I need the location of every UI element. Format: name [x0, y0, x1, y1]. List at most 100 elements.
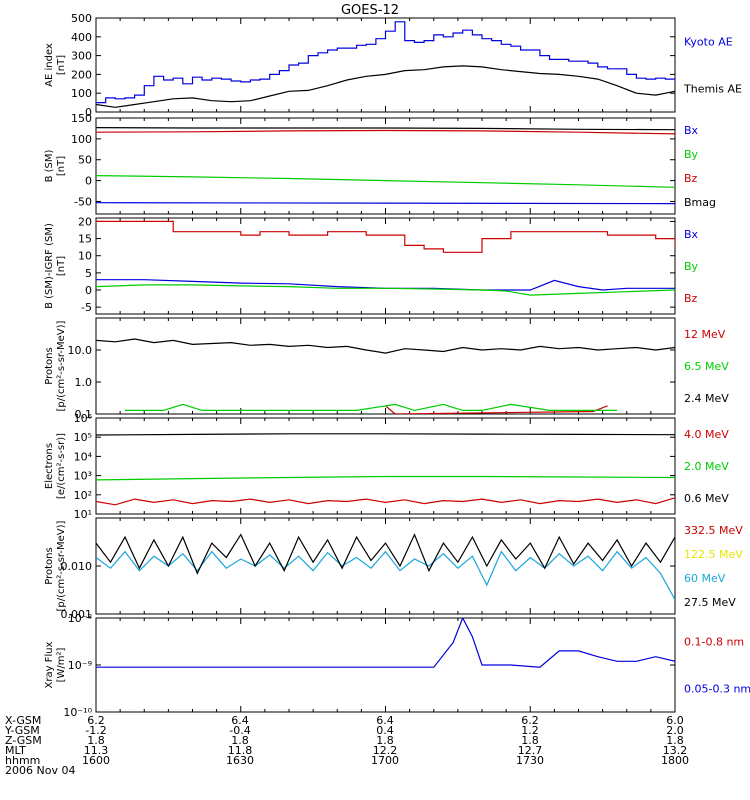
y-tick-label: 1.0: [75, 376, 93, 389]
orbit-row-label: hhmm: [5, 754, 40, 767]
y-axis-label: [e/(cm²-s-sr)]: [56, 433, 67, 499]
series-line-bx: [96, 202, 675, 205]
orbit-value: 6.0: [666, 714, 684, 727]
legend-entry: 27.5 MeV: [684, 596, 736, 609]
series-line-6-5-mev: [125, 403, 618, 412]
orbit-value: 1.8: [87, 734, 105, 747]
orbit-value: 11.3: [84, 744, 109, 757]
orbit-value: 1.8: [231, 734, 249, 747]
orbit-row-label: Z-GSM: [5, 734, 42, 747]
y-tick-label: 0: [85, 106, 92, 119]
orbit-value: -0.4: [229, 724, 250, 737]
panel-frame: [95, 417, 676, 515]
y-axis-label: B (SM)-IGRF (SM): [44, 223, 55, 309]
series-line-by: [96, 175, 675, 188]
orbit-row-label: X-GSM: [5, 714, 41, 727]
series-group: [96, 220, 675, 296]
y-tick-label: -50: [74, 195, 92, 208]
legend-entry: Bz: [684, 292, 698, 305]
panel-frame: [95, 317, 676, 415]
series-line-0-6-mev: [96, 433, 675, 436]
y-axis-label: B (SM): [44, 149, 55, 182]
legend-entry: Kyoto AE: [684, 36, 733, 49]
legend-entry: 12 MeV: [684, 328, 726, 341]
legend-entry: 122.5 MeV: [684, 548, 743, 561]
series-line-bmag: [96, 127, 675, 131]
y-tick-label: 150: [71, 112, 92, 125]
orbit-value: -1.2: [85, 724, 106, 737]
series-group: [96, 533, 675, 600]
legend-entry: 332.5 MeV: [684, 524, 743, 537]
panel-xray: 10⁻¹⁰ 10⁻⁹ 10⁻⁸ Xray Flux [W/m²] 0.1-0.8 nm 0.…: [44, 563, 750, 719]
legend-entry: 4.0 MeV: [684, 428, 729, 441]
panel-bsm: -50 0 50 100 150 B (SM) [nT] Bx By Bz Bmag: [44, 112, 716, 215]
y-tick-label: 500: [71, 12, 92, 25]
y-axis-label: Electrons: [44, 443, 55, 489]
panel-protons: 0.1 1.0 10.0 Protons [p/(cm²-s-sr-MeV)] 12 Me…: [44, 317, 729, 421]
panel-frame: [95, 617, 676, 713]
y-tick-label: 100: [71, 133, 92, 146]
y-axis-label: Protons: [44, 347, 55, 384]
y-tick-label: 0: [85, 175, 92, 188]
y-axis-label: [p/(cm²-s-sr-MeV)]: [56, 320, 67, 411]
orbit-value: 2.0: [666, 724, 684, 737]
series-group: [96, 127, 675, 205]
orbit-row-label: Y-GSM: [4, 724, 40, 737]
series-group: [96, 21, 675, 108]
series-line-themis-ae: [96, 65, 675, 108]
orbit-value: 1730: [516, 754, 544, 767]
y-tick-label: 10⁴: [74, 450, 93, 463]
orbit-table: X-GSM 6.2 6.4 6.4 6.2 6.0 Y-GSM -1.2 -0.4 0.4 1.2 2…: [4, 714, 689, 767]
series-group: [96, 338, 675, 414]
y-tick-label: -5: [81, 301, 92, 314]
series-group: [96, 563, 675, 668]
y-axis-label: [nT]: [56, 156, 67, 176]
orbit-value: 1800: [661, 754, 689, 767]
series-group: [96, 433, 675, 506]
series-line-2-4-mev: [96, 338, 675, 354]
orbit-value: 0.4: [376, 724, 394, 737]
y-tick-label: 10⁻⁹: [68, 659, 92, 672]
orbit-value: 1.8: [376, 734, 394, 747]
legend-entry: Bx: [684, 124, 699, 137]
y-axis-label: [nT]: [56, 55, 67, 75]
legend-entry: Bx: [684, 228, 699, 241]
series-line-0-05-0-3-nm: [96, 618, 675, 668]
legend-entry: 6.5 MeV: [684, 360, 729, 373]
legend-entry: 2.4 MeV: [684, 392, 729, 405]
orbit-value: 1.8: [666, 734, 684, 747]
orbit-value: 12.7: [518, 744, 543, 757]
panel-frame: [95, 217, 676, 315]
y-axis-label: Protons: [44, 547, 55, 584]
panel-bigrf: -5 0 5 10 15 20 B (SM)-IGRF (SM) [nT] Bx By Bz: [44, 215, 699, 315]
orbit-value: 1700: [371, 754, 399, 767]
y-tick-label: 0: [85, 284, 92, 297]
panel-ae: 0 100 200 300 400 500 AE index [nT] Kyoto AE Them…: [44, 12, 742, 119]
series-line-bz: [96, 220, 675, 253]
orbit-value: 6.2: [87, 714, 105, 727]
panel-frame: [95, 517, 676, 615]
legend-entry: By: [684, 260, 699, 273]
series-line-0-1-0-8-nm: [96, 563, 675, 590]
y-tick-label: 0.001: [61, 608, 93, 621]
series-line-kyoto-ae: [96, 21, 675, 104]
y-tick-label: 15: [78, 233, 92, 246]
y-tick-label: 100: [71, 87, 92, 100]
orbit-value: 6.4: [231, 714, 249, 727]
legend-entry: 60 MeV: [684, 572, 726, 585]
orbit-value: 13.2: [663, 744, 688, 757]
legend-entry: Themis AE: [683, 83, 742, 96]
series-line-12-mev: [385, 405, 608, 414]
y-tick-label: 20: [78, 215, 92, 228]
figure-title: GOES-12: [341, 3, 399, 18]
y-tick-label: 10⁵: [74, 431, 92, 444]
y-tick-label: 10⁶: [74, 412, 93, 425]
legend-entry: By: [684, 148, 699, 161]
legend-entry: 0.1-0.8 nm: [684, 636, 744, 649]
legend-entry: 2.0 MeV: [684, 460, 729, 473]
y-tick-label: 50: [78, 154, 92, 167]
series-line-bz: [96, 129, 675, 135]
y-tick-label: 0.1: [75, 408, 93, 421]
